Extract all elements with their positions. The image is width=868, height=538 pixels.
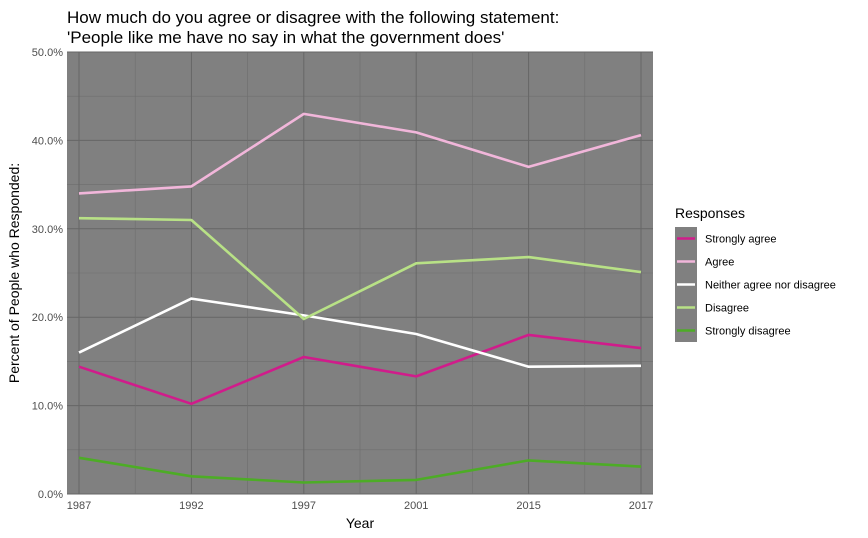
y-tick-label: 20.0% <box>32 312 63 324</box>
grid-lines <box>67 51 653 495</box>
x-axis-ticks: 1987 1992 1997 2001 2015 2017 <box>67 500 653 512</box>
legend: Responses Strongly agree Agree Neither agr… <box>675 205 836 342</box>
series-lines <box>78 112 642 484</box>
y-tick-label: 10.0% <box>32 401 63 413</box>
series-line-disagree <box>78 216 642 321</box>
series-line-strongly-disagree <box>78 456 642 484</box>
legend-title: Responses <box>675 205 745 221</box>
legend-label: Neither agree nor disagree <box>705 280 836 292</box>
legend-label: Agree <box>705 257 734 269</box>
legend-label: Disagree <box>705 303 749 315</box>
series-line-neither-agree-nor-disagree <box>78 297 642 369</box>
x-tick-label: 1987 <box>67 500 91 512</box>
series-line-agree <box>78 112 642 195</box>
x-tick-label: 2001 <box>404 500 428 512</box>
x-axis-title: Year <box>346 515 375 531</box>
x-tick-label: 2015 <box>516 500 540 512</box>
y-tick-label: 0.0% <box>38 489 63 501</box>
y-tick-label: 50.0% <box>32 47 63 59</box>
y-axis-ticks: 0.0% 10.0% 20.0% 30.0% 40.0% 50.0% <box>32 47 63 501</box>
x-tick-label: 1997 <box>292 500 316 512</box>
series-line-strongly-agree <box>78 333 642 406</box>
legend-label: Strongly disagree <box>705 326 791 338</box>
y-tick-label: 40.0% <box>32 135 63 147</box>
chart-title-line-1: How much do you agree or disagree with t… <box>67 8 559 27</box>
y-axis-title: Percent of People who Responded: <box>6 163 22 383</box>
chart-title-line-2: 'People like me have no say in what the … <box>67 28 504 47</box>
x-tick-label: 2017 <box>629 500 653 512</box>
legend-label: Strongly agree <box>705 234 777 246</box>
x-tick-label: 1992 <box>179 500 203 512</box>
y-tick-label: 30.0% <box>32 224 63 236</box>
